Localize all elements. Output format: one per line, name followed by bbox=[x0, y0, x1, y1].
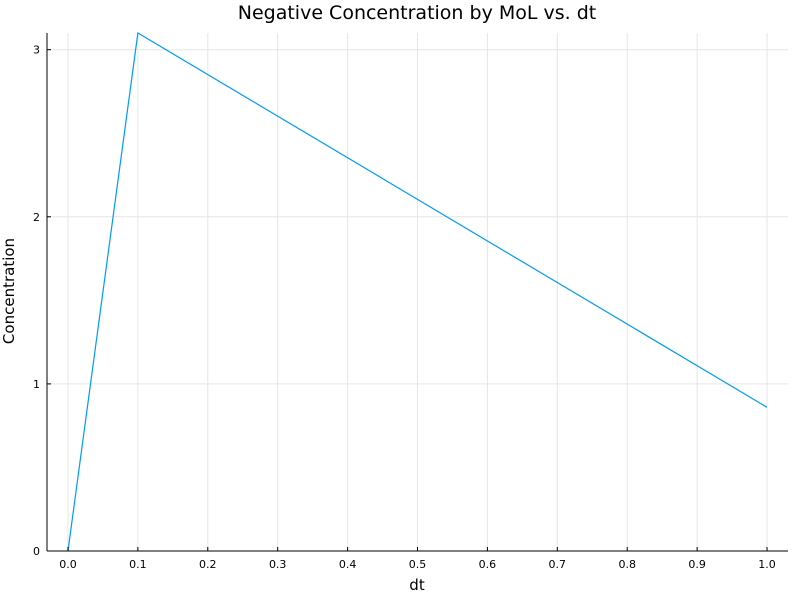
x-tick-label-6: 0.6 bbox=[479, 558, 497, 571]
grid-layer bbox=[47, 33, 788, 552]
y-tick-label-2: 2 bbox=[33, 211, 40, 224]
y-tick-label-0: 0 bbox=[33, 545, 40, 558]
y-tick-label-3: 3 bbox=[33, 44, 40, 57]
x-tick-label-9: 0.9 bbox=[688, 558, 706, 571]
x-tick-label-10: 1.0 bbox=[758, 558, 776, 571]
series-layer bbox=[67, 32, 768, 552]
x-tick-label-0: 0.0 bbox=[59, 558, 77, 571]
series-line-0 bbox=[67, 32, 768, 552]
y-axis-label: Concentration bbox=[0, 238, 18, 344]
x-tick-label-1: 0.1 bbox=[129, 558, 147, 571]
tick-layer: 0.0 0.1 0.2 0.3 0.4 0.5 0.6 0.7 0.8 0.9 1.0 0 1 2 3 bbox=[33, 44, 776, 571]
x-tick-label-4: 0.4 bbox=[339, 558, 357, 571]
x-tick-label-5: 0.5 bbox=[409, 558, 427, 571]
x-tick-label-8: 0.8 bbox=[618, 558, 636, 571]
y-tick-label-1: 1 bbox=[33, 378, 40, 391]
x-axis-label: dt bbox=[409, 576, 425, 594]
x-tick-label-3: 0.3 bbox=[269, 558, 287, 571]
x-tick-label-2: 0.2 bbox=[199, 558, 217, 571]
chart-title: Negative Concentration by MoL vs. dt bbox=[238, 2, 596, 24]
x-tick-label-7: 0.7 bbox=[549, 558, 567, 571]
